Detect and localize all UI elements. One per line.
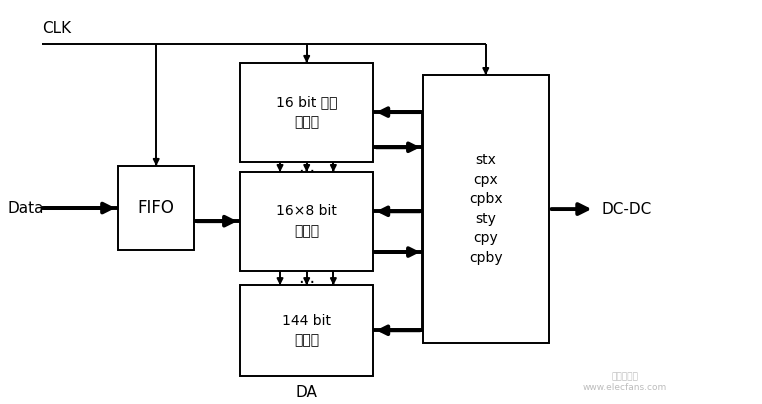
Text: DC-DC: DC-DC <box>602 202 652 217</box>
Text: ...: ... <box>298 158 315 176</box>
Text: ...: ... <box>298 269 315 287</box>
Text: Data: Data <box>8 200 44 216</box>
Text: 16×8 bit
寄存器: 16×8 bit 寄存器 <box>277 204 337 238</box>
Text: 电子发烧友
www.elecfans.com: 电子发烧友 www.elecfans.com <box>583 372 667 392</box>
Text: 144 bit
锁存器: 144 bit 锁存器 <box>282 314 331 347</box>
Text: DA: DA <box>296 385 318 400</box>
Text: CLK: CLK <box>42 21 71 36</box>
Bar <box>240 285 373 376</box>
Bar <box>423 75 549 343</box>
Bar <box>240 63 373 162</box>
Text: FIFO: FIFO <box>138 199 174 217</box>
Text: stx
cpx
cpbx
sty
cpy
cpby: stx cpx cpbx sty cpy cpby <box>469 154 503 265</box>
Bar <box>240 172 373 271</box>
Text: 16 bit 移位
寄存器: 16 bit 移位 寄存器 <box>276 95 338 129</box>
Bar <box>118 166 194 250</box>
